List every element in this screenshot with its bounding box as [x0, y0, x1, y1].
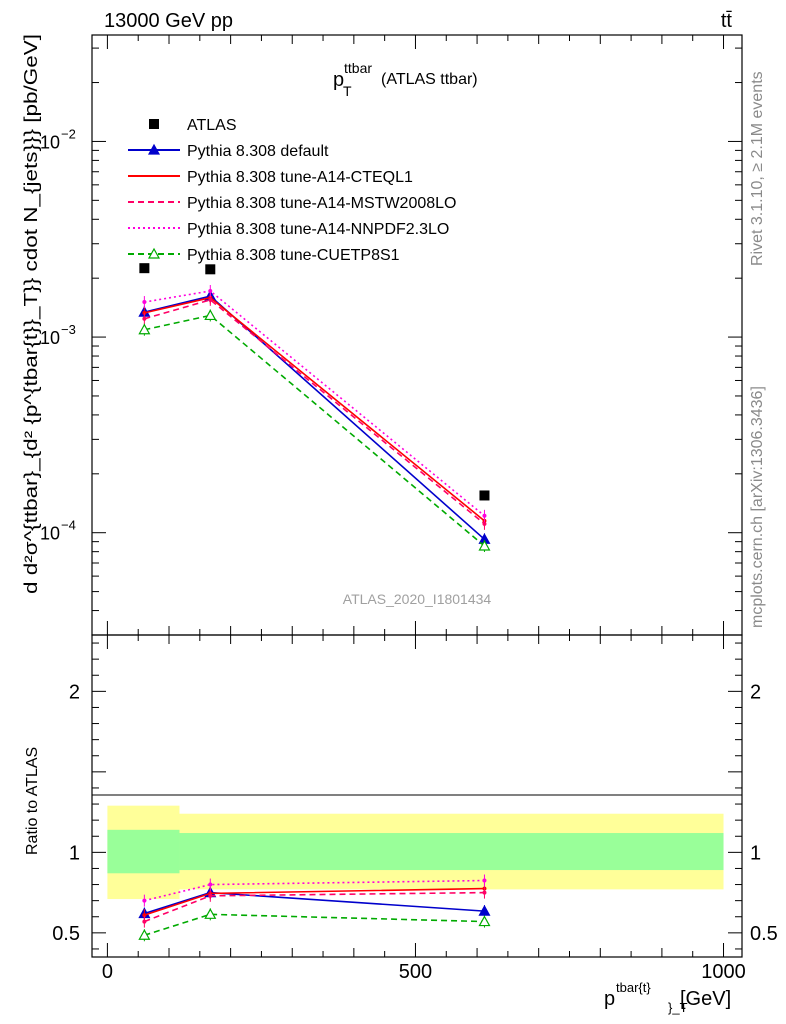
- x-axis-label: p tbar{t} }_T [GeV]: [604, 980, 731, 1015]
- main-series-0-line: [144, 295, 485, 540]
- side-text-lower: mcplots.cern.ch [arXiv:1306.3436]: [749, 386, 766, 628]
- main-series-3-point-1: [208, 288, 213, 293]
- ratio-series-2-group: [142, 886, 487, 928]
- plot-title-sub: T: [343, 83, 352, 99]
- main-series-1-line: [144, 296, 485, 522]
- main-ylabel: d d²σ^{ttbar}_{d² {p^{tbar{t}}_T}} cdot …: [21, 34, 42, 594]
- main-series-4-line: [144, 314, 485, 547]
- main-series-2-point-2: [482, 521, 487, 526]
- legend-entry-2: Pythia 8.308 tune-A14-CTEQL1: [128, 169, 413, 186]
- ratio-series-2-point-0: [142, 919, 147, 924]
- main-ytick-exp-0: −2: [61, 126, 76, 141]
- main-series-4-point-2: [478, 539, 491, 551]
- main-series-2-point-0: [142, 316, 147, 321]
- legend-label-5: Pythia 8.308 tune-CUETP8S1: [187, 247, 400, 264]
- main-series-group: [138, 263, 491, 553]
- legend-label-3: Pythia 8.308 tune-A14-MSTW2008LO: [187, 195, 456, 212]
- ratio-series-group: [138, 874, 491, 942]
- main-series-2-point-1: [208, 297, 213, 302]
- legend-label-2: Pythia 8.308 tune-A14-CTEQL1: [187, 169, 413, 186]
- atlas-data-point-1: [205, 264, 216, 275]
- main-series-4-group: [138, 309, 491, 553]
- band-green-1: [179, 833, 724, 871]
- main-series-3-group: [142, 284, 487, 522]
- atlas-data-point-2: [479, 490, 490, 501]
- ratio-ylabel: Ratio to ATLAS: [24, 747, 41, 855]
- legend-marker-5: [147, 247, 161, 259]
- ratio-series-4-group: [138, 908, 491, 942]
- ratio-series-0-line: [144, 891, 485, 915]
- side-text-upper: Rivet 3.1.10, ≥ 2.1M events: [749, 71, 766, 266]
- header-right: tt̄: [721, 10, 733, 32]
- xlabel-main: p: [604, 988, 615, 1010]
- xtick-label-1: 500: [399, 961, 432, 983]
- legend-marker-1: [147, 143, 161, 155]
- main-series-1-group: [142, 291, 487, 527]
- ratio-series-4-point-1: [204, 908, 217, 919]
- ratio-series-3-point-1: [208, 882, 213, 887]
- legend-entry-5: Pythia 8.308 tune-CUETP8S1: [128, 247, 400, 264]
- band-green-0: [107, 829, 180, 874]
- legend-entry-1: Pythia 8.308 default: [128, 143, 329, 160]
- main-ytick-label-2: 10: [40, 524, 60, 544]
- plot-title-main: p: [333, 69, 344, 91]
- main-series-4-point-0: [138, 323, 151, 335]
- main-ytick-label-0: 10: [40, 132, 60, 152]
- ratio-series-4-line: [144, 913, 485, 937]
- ratio-series-3-line: [144, 879, 485, 902]
- plot-title-sup: ttbar: [344, 60, 372, 76]
- ratio-series-4-point-2: [478, 915, 491, 927]
- xlabel-sub: }_T: [668, 1000, 688, 1015]
- atlas-data-point-0: [139, 263, 150, 274]
- ratio-ytick-label-right-2: 2: [750, 681, 761, 703]
- legend-label-0: ATLAS: [187, 117, 237, 134]
- ratio-ytick-label-left-0: 0.5: [52, 923, 80, 945]
- ratio-series-3-point-0: [142, 898, 147, 903]
- ratio-series-1-point-0: [142, 913, 147, 918]
- xtick-label-0: 0: [102, 961, 113, 983]
- ratio-series-3-group: [142, 874, 487, 907]
- ratio-series-4-point-0: [138, 929, 151, 940]
- legend-entry-4: Pythia 8.308 tune-A14-NNPDF2.3LO: [128, 221, 449, 238]
- main-series-3-point-2: [482, 513, 487, 518]
- plot-title: p ttbar T (ATLAS ttbar): [333, 60, 478, 99]
- legend-entry-3: Pythia 8.308 tune-A14-MSTW2008LO: [128, 195, 456, 212]
- xtick-label-2: 1000: [701, 961, 746, 983]
- main-series-4-point-1: [204, 309, 217, 321]
- header-left: 13000 GeV pp: [104, 10, 233, 32]
- main-series-3-point-0: [142, 300, 147, 305]
- xlabel-unit: [GeV]: [680, 988, 731, 1010]
- legend-label-4: Pythia 8.308 tune-A14-NNPDF2.3LO: [187, 221, 449, 238]
- ratio-series-3-point-2: [482, 878, 487, 883]
- watermark: ATLAS_2020_I1801434: [343, 591, 492, 607]
- main-series-2-line: [144, 298, 485, 525]
- ratio-ytick-label-right-1: 1: [750, 842, 761, 864]
- main-ytick-label-1: 10: [40, 328, 60, 348]
- legend-label-1: Pythia 8.308 default: [187, 143, 329, 160]
- main-ytick-exp-2: −4: [61, 518, 76, 533]
- main-ytick-exp-1: −3: [61, 322, 76, 337]
- ratio-ytick-label-left-2: 2: [69, 681, 80, 703]
- axis-ticks: [92, 35, 742, 957]
- axis-tick-labels: 10−210−310 −40.5 0.51 12 20 500 1000: [40, 126, 778, 983]
- xlabel-sup: tbar{t}: [616, 980, 651, 995]
- plot-title-suffix: (ATLAS ttbar): [381, 71, 478, 88]
- ratio-frame: [91, 634, 743, 958]
- legend-entry-0: ATLAS: [149, 117, 237, 134]
- ratio-series-2-point-2: [482, 890, 487, 895]
- ratio-series-2-point-1: [208, 893, 213, 898]
- legend: ATLAS Pythia 8.308 default Pythia 8.308 tu…: [128, 117, 456, 264]
- ratio-ytick-label-left-1: 1: [69, 842, 80, 864]
- ratio-series-0-point-2: [478, 904, 491, 916]
- legend-marker-0: [149, 119, 159, 129]
- ratio-uncertainty-band: [107, 805, 724, 900]
- ratio-ytick-label-right-0: 0.5: [750, 923, 778, 945]
